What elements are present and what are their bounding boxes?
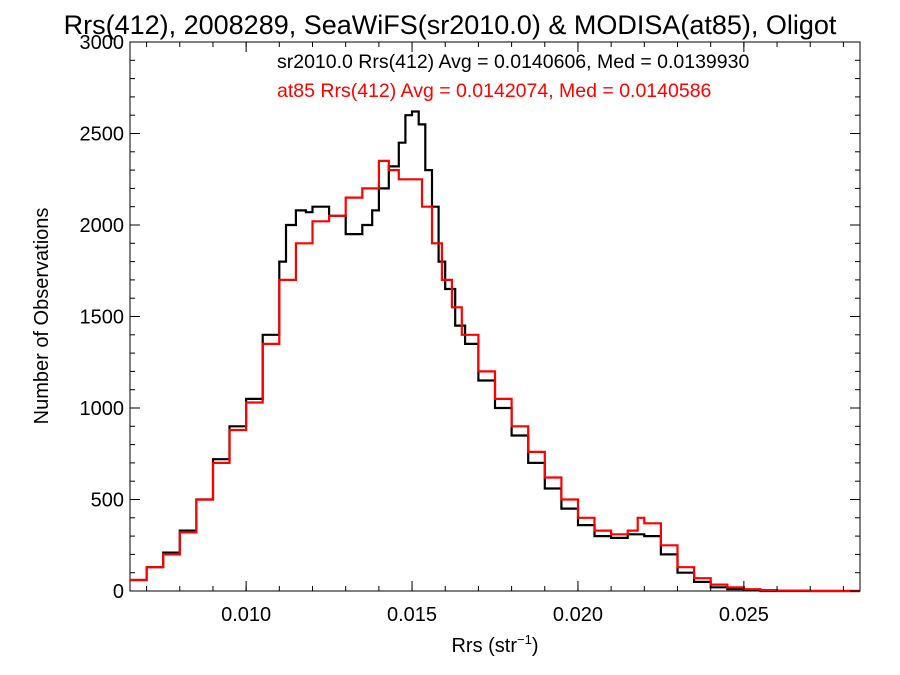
legend-entry-sr2010: sr2010.0 Rrs(412) Avg = 0.0140606, Med =… [277,51,749,73]
x-axis: 0.010 0.015 0.020 0.025 [146,42,844,626]
x-axis-label-main: Rrs (str [451,635,517,657]
plot-area [129,41,861,592]
x-tick-label: 0.015 [387,604,437,626]
plot-border [129,41,861,592]
x-axis-label: Rrs (str−1) [451,632,538,657]
x-axis-label-end: ) [532,635,539,657]
x-axis-label-superscript: −1 [517,632,532,647]
legend-entry-at85: at85 Rrs(412) Avg = 0.0142074, Med = 0.0… [277,80,711,102]
y-tick-label: 500 [91,490,124,512]
y-tick-label: 3000 [80,32,125,54]
series-layer [130,110,860,593]
x-tick-label: 0.020 [553,604,603,626]
y-axis-label: Number of Observations [31,208,53,425]
series-sr2010-line [130,110,860,593]
x-tick-label: 0.010 [221,604,271,626]
chart-title: Rrs(412), 2008289, SeaWiFS(sr2010.0) & M… [64,10,837,40]
y-tick-label: 2000 [80,215,125,237]
y-tick-label: 2500 [80,124,125,146]
y-tick-label: 0 [113,581,124,603]
y-tick-label: 1000 [80,398,125,420]
y-axis: 0 500 1000 1500 2000 2500 3000 [80,32,860,603]
x-tick-label: 0.025 [719,604,769,626]
series-at85-line [130,159,860,593]
y-tick-label: 1500 [80,307,125,329]
